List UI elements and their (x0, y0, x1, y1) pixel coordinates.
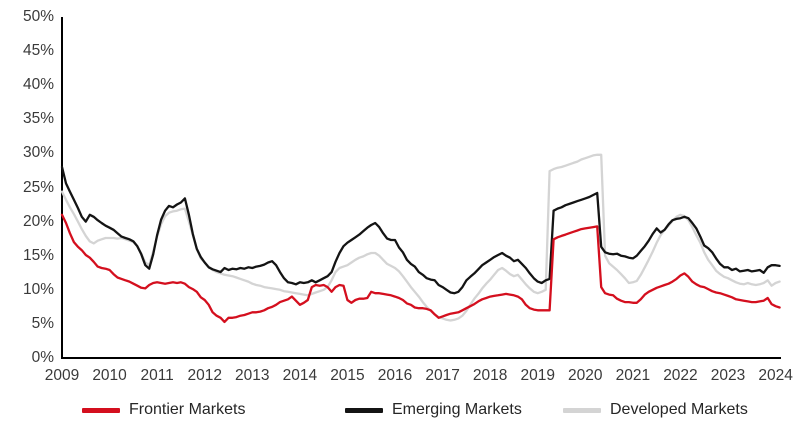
x-axis-label: 2016 (377, 367, 413, 384)
series-line-developed-markets (60, 153, 781, 322)
x-axis-label: 2011 (140, 367, 174, 384)
x-axis-label: 2020 (568, 367, 603, 384)
x-axis-label: 2017 (425, 367, 460, 384)
x-axis-label: 2015 (330, 367, 365, 384)
legend-item-frontier-markets: Frontier Markets (82, 400, 245, 420)
x-axis-label: 2012 (187, 367, 222, 384)
x-axis-label: 2018 (472, 367, 508, 384)
y-axis-label: 10% (22, 280, 54, 298)
x-axis-label: 2013 (235, 367, 270, 384)
legend-label-emerging-markets: Emerging Markets (392, 401, 522, 418)
legend-swatch-emerging-markets (345, 407, 383, 413)
x-axis-label: 2009 (44, 367, 80, 384)
legend-swatch-frontier-markets (82, 407, 120, 413)
legend-swatch-developed-markets (563, 407, 601, 413)
y-axis-label: 15% (22, 246, 54, 264)
x-axis-label: 2014 (282, 367, 318, 384)
y-axis-label: 30% (22, 144, 54, 162)
x-axis-label: 2010 (92, 367, 127, 384)
y-axis-label: 35% (22, 110, 54, 128)
y-axis-label: 40% (22, 76, 54, 94)
x-axis-label: 2019 (520, 367, 555, 384)
legend-item-emerging-markets: Emerging Markets (345, 400, 522, 420)
series-line-frontier-markets (60, 213, 781, 324)
y-axis-label: 0% (31, 349, 54, 366)
y-axis-label: 20% (22, 212, 54, 230)
x-axis-label: 2022 (663, 367, 698, 384)
y-axis-label: 25% (22, 178, 54, 196)
y-axis-label: 50% (22, 8, 54, 25)
y-axis-label: 45% (22, 42, 54, 60)
x-axis-label: 2021 (615, 367, 651, 384)
series-line-emerging-markets (60, 165, 781, 295)
legend-label-developed-markets: Developed Markets (610, 401, 748, 418)
legend-item-developed-markets: Developed Markets (563, 400, 748, 420)
y-axis-label: 5% (31, 314, 54, 332)
x-axis-label: 2024 (758, 367, 793, 384)
x-axis-label: 2023 (710, 367, 746, 384)
legend-label-frontier-markets: Frontier Markets (129, 401, 246, 418)
